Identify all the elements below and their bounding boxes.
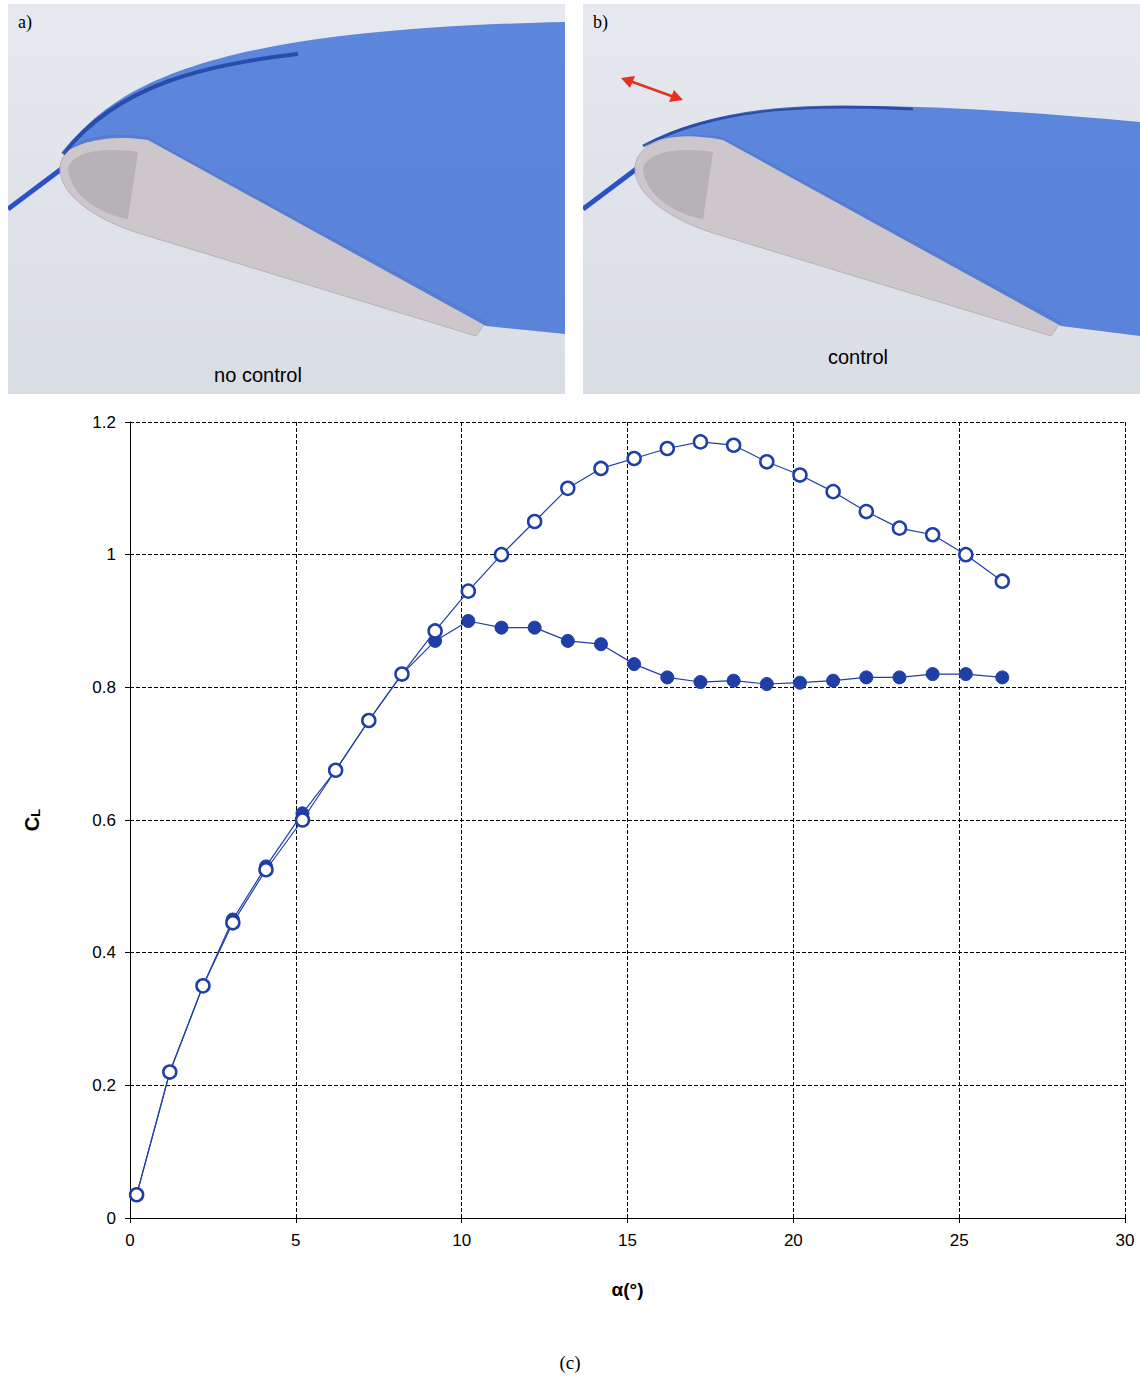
svg-text:0.6: 0.6 bbox=[92, 811, 116, 830]
svg-text:15: 15 bbox=[618, 1231, 637, 1250]
svg-text:control: control bbox=[828, 346, 888, 368]
svg-text:0.2: 0.2 bbox=[92, 1076, 116, 1095]
svg-text:25: 25 bbox=[950, 1231, 969, 1250]
svg-text:a): a) bbox=[18, 12, 32, 33]
svg-text:0.8: 0.8 bbox=[92, 678, 116, 697]
svg-text:no control: no control bbox=[214, 364, 302, 386]
svg-text:0.4: 0.4 bbox=[92, 943, 116, 962]
svg-text:1.2: 1.2 bbox=[92, 413, 116, 432]
svg-text:20: 20 bbox=[784, 1231, 803, 1250]
svg-text:0: 0 bbox=[107, 1209, 116, 1228]
svg-text:30: 30 bbox=[1116, 1231, 1135, 1250]
svg-text:10: 10 bbox=[452, 1231, 471, 1250]
svg-text:α(°): α(°) bbox=[612, 1279, 644, 1300]
svg-text:1: 1 bbox=[107, 545, 116, 564]
svg-text:b): b) bbox=[593, 12, 608, 33]
svg-text:C: C bbox=[21, 817, 43, 831]
svg-text:L: L bbox=[28, 809, 43, 817]
html-text:(c): (c) bbox=[559, 1352, 581, 1373]
svg-text:0: 0 bbox=[125, 1231, 134, 1250]
svg-text:5: 5 bbox=[291, 1231, 300, 1250]
